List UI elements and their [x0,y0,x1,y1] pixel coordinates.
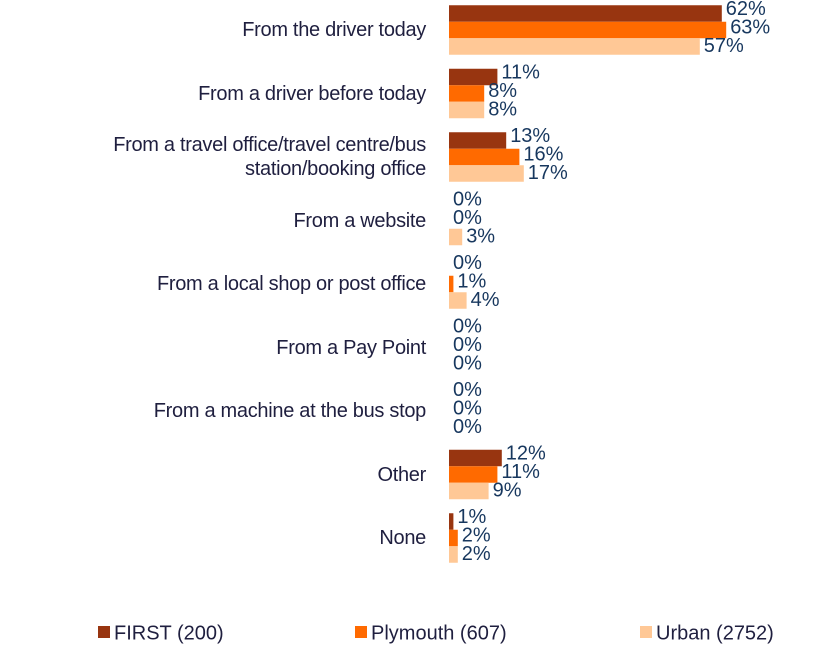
value-label: 4% [471,289,500,311]
legend-swatch [640,626,652,638]
category-label: None [379,527,426,549]
legend-label: Plymouth (607) [371,622,507,644]
value-label: 13% [510,125,550,147]
bar [449,85,485,102]
value-label: 8% [488,98,517,120]
value-label: 0% [453,352,482,374]
bar [449,21,727,39]
category-label: From a driver before today [198,82,426,105]
value-label: 0% [453,334,482,356]
bar [449,165,524,182]
legend-label: FIRST (200) [114,622,224,644]
value-label: 12% [506,442,546,464]
bar [449,275,454,293]
value-label: 8% [488,80,517,102]
value-label: 0% [453,397,482,419]
bar [449,228,463,246]
value-label: 11% [501,61,540,83]
bar [449,513,454,530]
value-label: 62% [726,0,766,20]
value-label: 57% [704,35,744,57]
bar [449,68,498,86]
value-label: 63% [730,16,770,38]
value-label: 0% [453,315,482,337]
bar [449,529,458,547]
value-label: 9% [493,479,522,501]
value-label: 16% [523,143,563,165]
value-label: 11% [501,461,540,483]
value-label: 0% [453,207,482,229]
legend-swatch [98,626,110,638]
bar [449,5,722,22]
category-label: From a website [293,209,426,232]
bar [449,132,507,149]
bar [449,101,485,119]
category-label: From a travel office/travel centre/bus s… [113,134,426,180]
bar [449,466,498,483]
value-label: 2% [462,543,491,565]
category-label: From a local shop or post office [156,273,426,295]
category-label: From a machine at the bus stop [153,400,427,422]
legend-label: Urban (2752) [656,622,774,644]
legend-swatch [355,626,367,638]
bar [449,38,700,55]
value-label: 2% [462,524,491,546]
value-label: 1% [457,270,486,292]
bar [449,292,467,309]
value-label: 0% [453,379,482,401]
value-label: 0% [453,252,482,274]
bar [449,482,489,500]
category-label: From the driver today [242,19,426,41]
category-label: From a Pay Point [276,336,426,359]
value-label: 1% [457,506,486,528]
value-label: 17% [528,162,568,184]
value-label: 3% [466,225,495,247]
value-label: 0% [453,416,482,438]
bar [449,449,502,467]
bar [449,148,520,166]
bar [449,546,458,563]
value-label: 0% [453,188,482,210]
category-label: Other [377,463,426,486]
